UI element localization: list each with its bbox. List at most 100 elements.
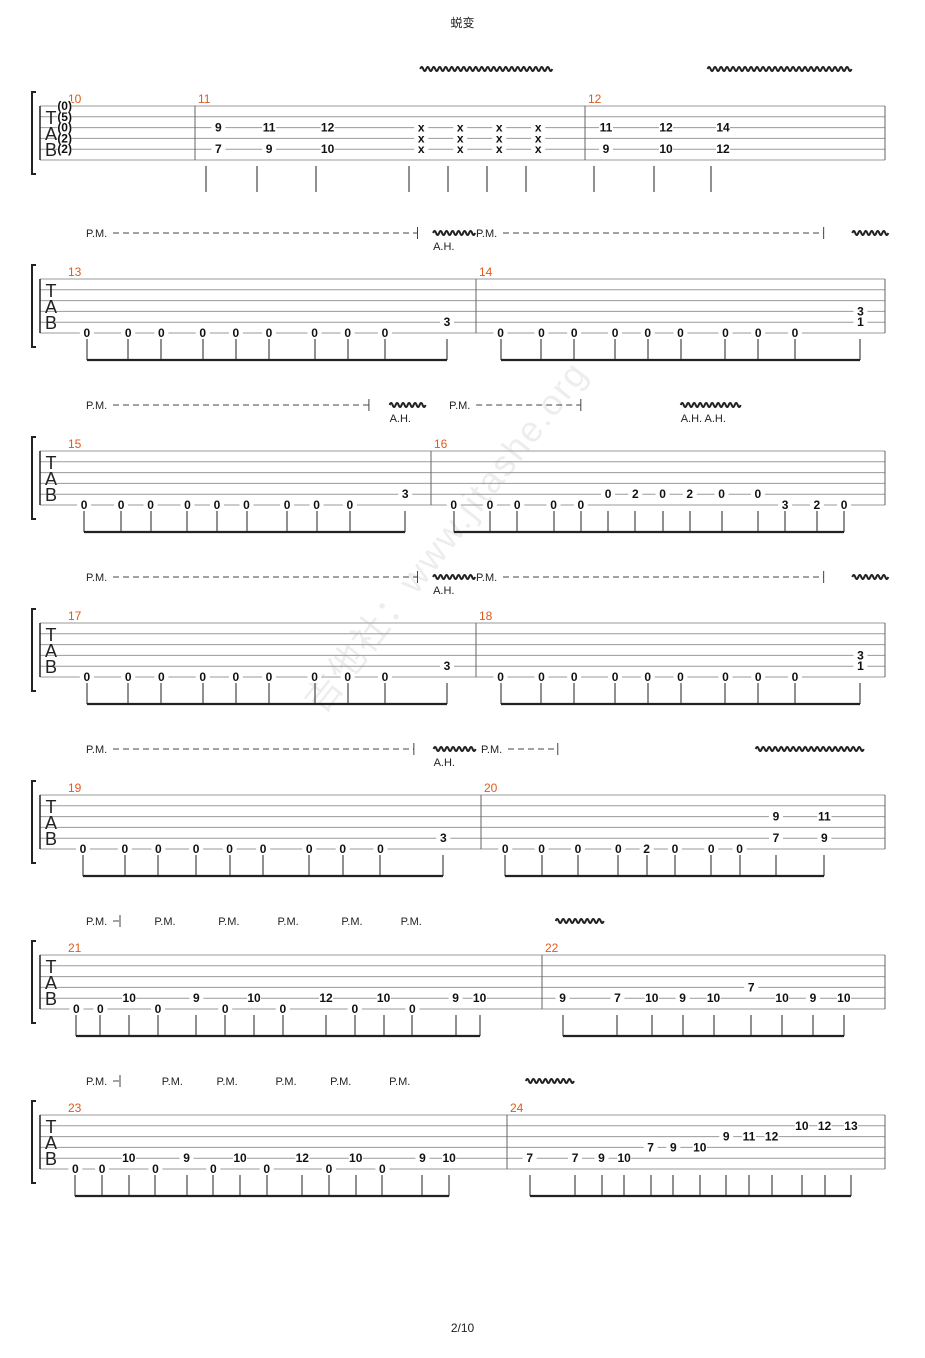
- note-background: [295, 1153, 310, 1165]
- fret-number: 10: [693, 1140, 707, 1154]
- note-background: [768, 833, 783, 845]
- note-background: [440, 317, 455, 329]
- palm-mute-label: P.M.: [86, 228, 107, 240]
- palm-mute-label: P.M.: [481, 744, 502, 756]
- note-background: [546, 500, 561, 511]
- system-brace: [31, 940, 36, 1024]
- fret-number: 0: [344, 670, 351, 684]
- fret-number: 0: [279, 1002, 286, 1016]
- fret-number: 9: [183, 1151, 190, 1165]
- fret-number: 11: [743, 1130, 756, 1144]
- bar-number: 18: [479, 609, 493, 623]
- note-background: [121, 1153, 136, 1165]
- note-background: [716, 144, 730, 156]
- fret-number: 10: [122, 1151, 136, 1165]
- fret-number: 0: [571, 670, 578, 684]
- fret-number: 0: [677, 670, 684, 684]
- note-background: [57, 122, 72, 134]
- muted-note: x: [418, 121, 425, 135]
- fret-number: 3: [857, 304, 864, 318]
- note-background: [414, 133, 429, 145]
- note-background: [206, 1164, 221, 1175]
- fret-number: 1: [857, 315, 864, 329]
- fret-number: (0): [57, 121, 72, 135]
- fret-number: 11: [818, 810, 831, 824]
- note-background: [405, 1004, 420, 1015]
- fret-number: 12: [765, 1130, 779, 1144]
- note-background: [262, 144, 277, 156]
- fret-number: 0: [158, 326, 165, 340]
- tab-clef-letter: T: [46, 957, 57, 977]
- fret-number: 0: [346, 498, 353, 512]
- bar-number: 21: [68, 941, 82, 955]
- fret-number: 0: [722, 670, 729, 684]
- note-background: [414, 122, 429, 134]
- note-background: [259, 1164, 274, 1175]
- note-background: [151, 844, 166, 855]
- note-background: [555, 993, 570, 1005]
- note-background: [750, 489, 765, 501]
- muted-note: x: [535, 131, 542, 145]
- note-background: [320, 144, 335, 156]
- fret-number: 0: [326, 1162, 333, 1176]
- note-background: [570, 844, 585, 855]
- note-background: [398, 489, 413, 501]
- artificial-harmonic-label: A.H. A.H.: [681, 413, 726, 425]
- fret-number: 10: [247, 991, 261, 1005]
- artificial-harmonic-label: A.H.: [434, 757, 455, 769]
- palm-mute-label: P.M.: [154, 916, 175, 928]
- fret-number: 0: [339, 842, 346, 856]
- tab-clef-letter: A: [45, 813, 57, 833]
- note-background: [788, 672, 803, 683]
- note-background: [655, 489, 670, 501]
- note-background: [718, 328, 733, 339]
- note-background: [233, 1153, 247, 1165]
- fret-number: 10: [377, 991, 391, 1005]
- vibrato-symbol: [419, 66, 554, 72]
- note-background: [788, 328, 803, 339]
- note-background: [195, 672, 210, 683]
- note-background: [415, 1153, 430, 1165]
- system-brace: [31, 1100, 36, 1184]
- fret-number: 0: [382, 326, 389, 340]
- fret-number: 0: [226, 842, 233, 856]
- note-background: [492, 133, 507, 145]
- palm-mute-label: P.M.: [162, 1076, 183, 1088]
- fret-number: 0: [841, 498, 848, 512]
- fret-number: 12: [716, 142, 730, 156]
- fret-number: 0: [83, 326, 90, 340]
- fret-number: 0: [672, 842, 679, 856]
- note-background: [510, 500, 525, 511]
- fret-number: 0: [193, 842, 200, 856]
- fret-number: 0: [233, 670, 240, 684]
- bar-number: 14: [479, 265, 493, 279]
- fret-number: 0: [612, 326, 619, 340]
- fret-number: 9: [193, 991, 200, 1005]
- fret-number: 0: [379, 1162, 386, 1176]
- note-background: [573, 500, 588, 511]
- fret-number: 0: [118, 498, 125, 512]
- fret-number: 12: [296, 1151, 310, 1165]
- fret-number: 0: [155, 1002, 162, 1016]
- note-background: [778, 500, 793, 511]
- fret-number: 0: [708, 842, 715, 856]
- fret-number: 7: [526, 1151, 533, 1165]
- fret-number: 0: [125, 670, 132, 684]
- fret-number: 10: [321, 142, 335, 156]
- note-background: [732, 844, 747, 855]
- note-background: [751, 328, 766, 339]
- fret-number: 0: [233, 326, 240, 340]
- note-background: [307, 328, 322, 339]
- fret-number: 9: [723, 1130, 730, 1144]
- vibrato-symbol: [524, 1078, 575, 1084]
- fret-number: 0: [306, 842, 313, 856]
- tab-clef-letter: B: [45, 829, 57, 849]
- note-background: [853, 306, 868, 318]
- note-background: [492, 122, 507, 134]
- fret-number: 0: [644, 670, 651, 684]
- fret-number: 0: [158, 670, 165, 684]
- artificial-harmonic-label: A.H.: [433, 241, 454, 253]
- palm-mute-label: P.M.: [449, 400, 470, 412]
- fret-number: 0: [550, 498, 557, 512]
- palm-mute-label: P.M.: [218, 916, 239, 928]
